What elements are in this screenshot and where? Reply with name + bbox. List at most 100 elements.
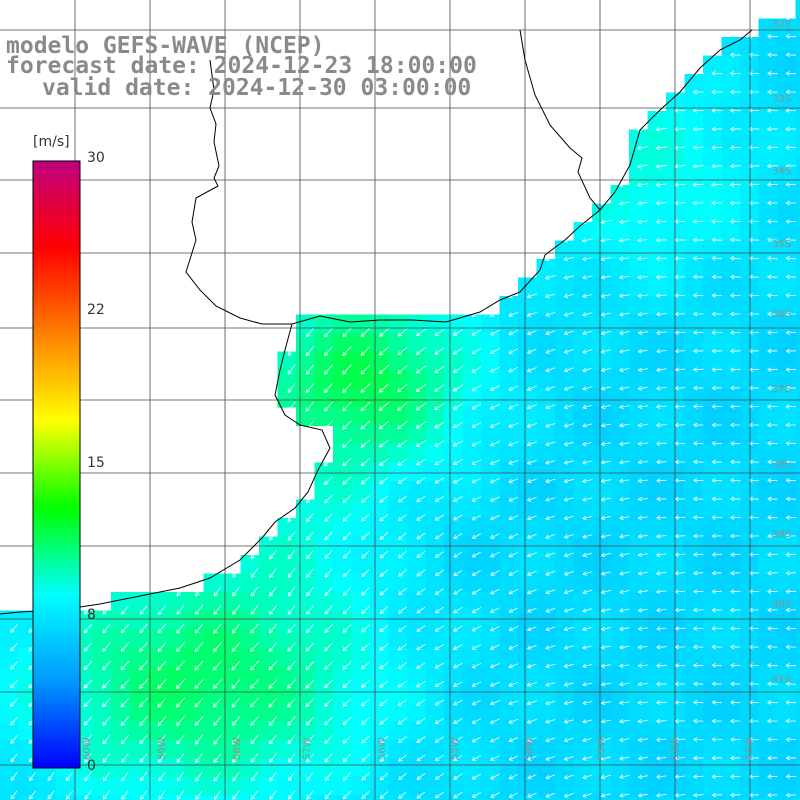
wind-arrow xyxy=(361,754,370,763)
wind-cell xyxy=(314,795,334,800)
wind-arrow xyxy=(453,773,463,780)
wind-cell xyxy=(703,370,723,390)
wind-arrow xyxy=(305,661,315,671)
wind-arrow xyxy=(711,589,722,594)
wind-cell xyxy=(684,129,704,149)
wind-arrow xyxy=(397,439,408,448)
wind-arrow xyxy=(711,293,723,298)
wind-cell xyxy=(721,666,741,686)
wind-cell xyxy=(536,684,556,704)
wind-cell xyxy=(703,148,723,168)
wind-arrow xyxy=(619,608,630,613)
wind-cell xyxy=(592,462,612,482)
lat-label: 34S xyxy=(772,166,791,177)
wind-arrow xyxy=(324,605,333,615)
wind-arrow xyxy=(730,163,741,169)
wind-cell xyxy=(610,314,630,334)
wind-arrow xyxy=(637,478,648,483)
wind-arrow xyxy=(545,533,556,539)
wind-arrow xyxy=(730,108,741,113)
wind-cell xyxy=(203,758,223,778)
wind-cell xyxy=(351,777,371,797)
wind-cell xyxy=(555,666,575,686)
wind-arrow xyxy=(121,753,129,763)
wind-arrow xyxy=(213,642,222,653)
wind-cell xyxy=(0,666,20,686)
wind-cell xyxy=(647,573,667,593)
wind-cell xyxy=(333,703,353,723)
wind-arrow xyxy=(490,533,500,539)
wind-arrow xyxy=(250,790,259,800)
wind-cell xyxy=(536,388,556,408)
wind-arrow xyxy=(582,275,593,280)
wind-cell xyxy=(647,462,667,482)
wind-cell xyxy=(555,277,575,297)
wind-cell xyxy=(629,703,649,723)
wind-cell xyxy=(629,629,649,649)
wind-cell xyxy=(518,740,538,760)
wind-cell xyxy=(481,610,501,630)
wind-cell xyxy=(610,407,630,427)
wind-cell xyxy=(795,740,800,760)
wind-arrow xyxy=(637,182,649,188)
wind-arrow xyxy=(250,642,259,652)
wind-cell xyxy=(740,703,760,723)
wind-arrow xyxy=(398,772,407,781)
wind-cell xyxy=(481,370,501,390)
wind-cell xyxy=(407,499,427,519)
wind-cell xyxy=(536,407,556,427)
wind-arrow xyxy=(674,293,686,298)
wind-arrow xyxy=(343,550,351,559)
wind-arrow xyxy=(508,718,519,724)
wind-cell xyxy=(592,777,612,797)
wind-cell xyxy=(703,296,723,316)
wind-cell xyxy=(647,148,667,168)
wind-cell xyxy=(314,499,334,519)
wind-cell xyxy=(721,777,741,797)
wind-cell xyxy=(296,684,316,704)
wind-cell xyxy=(573,684,593,704)
wind-arrow xyxy=(545,626,556,632)
wind-arrow xyxy=(471,699,482,706)
wind-arrow xyxy=(711,108,723,113)
lat-label: 33S xyxy=(772,94,791,105)
wind-arrow xyxy=(416,625,426,632)
wind-arrow xyxy=(176,734,185,745)
wind-cell xyxy=(795,277,800,297)
wind-cell xyxy=(18,777,38,797)
wind-cell xyxy=(351,647,371,667)
wind-cell xyxy=(647,351,667,371)
wind-cell xyxy=(647,333,667,353)
wind-arrow xyxy=(84,790,92,800)
wind-cell xyxy=(721,222,741,242)
wind-cell xyxy=(536,555,556,575)
wind-arrow xyxy=(508,366,519,373)
wind-cell xyxy=(795,55,800,75)
wind-arrow xyxy=(693,737,704,742)
wind-arrow xyxy=(693,644,704,650)
wind-arrow xyxy=(674,367,685,372)
wind-cell xyxy=(388,351,408,371)
wind-cell xyxy=(629,740,649,760)
wind-cell xyxy=(37,795,57,800)
wind-cell xyxy=(777,55,797,75)
wind-arrow xyxy=(767,496,778,502)
wind-cell xyxy=(703,259,723,279)
wind-cell xyxy=(703,314,723,334)
wind-cell xyxy=(222,629,242,649)
wind-cell xyxy=(666,203,686,223)
wind-cell xyxy=(629,555,649,575)
wind-arrow xyxy=(471,570,481,576)
wind-arrow xyxy=(195,753,203,764)
wind-arrow xyxy=(767,126,778,132)
wind-cell xyxy=(740,499,760,519)
wind-cell xyxy=(296,555,316,575)
wind-arrow xyxy=(545,589,556,595)
wind-cell xyxy=(684,666,704,686)
wind-arrow xyxy=(434,402,445,411)
wind-cell xyxy=(795,573,800,593)
wind-cell xyxy=(592,240,612,260)
wind-arrow xyxy=(619,404,630,409)
wind-cell xyxy=(777,111,797,131)
wind-cell xyxy=(758,370,778,390)
